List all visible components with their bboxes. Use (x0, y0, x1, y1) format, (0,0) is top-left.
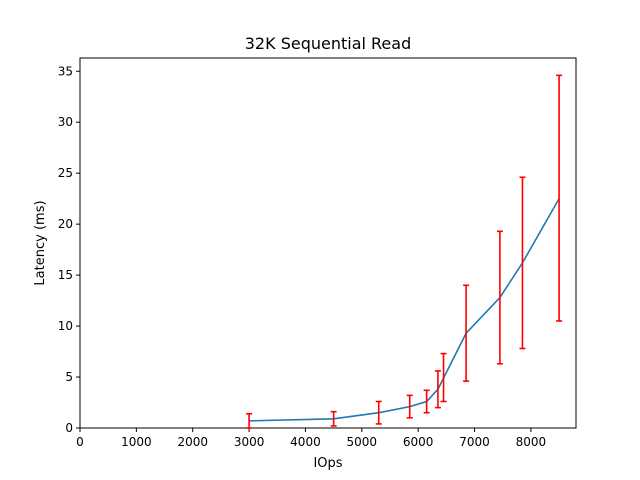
y-tick-label: 25 (58, 166, 73, 180)
error-bar (556, 74, 563, 322)
error-bar (423, 389, 430, 414)
y-tick-label: 5 (65, 370, 73, 384)
chart-title: 32K Sequential Read (245, 34, 411, 53)
axes-frame (79, 57, 577, 429)
error-bar (519, 176, 526, 350)
x-tick-label: 2000 (177, 435, 208, 449)
error-bar (406, 394, 413, 419)
y-tick-label: 35 (58, 64, 73, 78)
y-tick-label: 0 (65, 421, 73, 435)
error-bar (434, 370, 441, 409)
y-tick-label: 15 (58, 268, 73, 282)
error-bar (440, 352, 447, 403)
y-tick-label: 30 (58, 115, 73, 129)
x-tick-label: 8000 (516, 435, 547, 449)
plot-area (79, 57, 577, 429)
series-layer (246, 74, 563, 429)
y-axis: 0 5 10 15 20 25 30 35 (58, 64, 80, 435)
error-bar (246, 412, 253, 429)
error-bar (496, 230, 503, 365)
y-axis-label: Latency (ms) (33, 200, 48, 285)
x-tick-label: 6000 (403, 435, 434, 449)
y-tick-label: 20 (58, 217, 73, 231)
y-tick-label: 10 (58, 319, 73, 333)
x-axis: 0 1000 2000 3000 4000 5000 6000 7000 8000 (76, 428, 546, 449)
x-tick-label: 4000 (290, 435, 321, 449)
x-axis-label: IOps (313, 456, 342, 471)
x-tick-label: 3000 (234, 435, 265, 449)
error-bar (375, 400, 382, 425)
x-tick-label: 7000 (459, 435, 490, 449)
x-tick-label: 5000 (347, 435, 378, 449)
error-bar (330, 410, 337, 427)
error-bar (463, 284, 470, 382)
x-tick-label: 0 (76, 435, 84, 449)
x-tick-label: 1000 (121, 435, 152, 449)
